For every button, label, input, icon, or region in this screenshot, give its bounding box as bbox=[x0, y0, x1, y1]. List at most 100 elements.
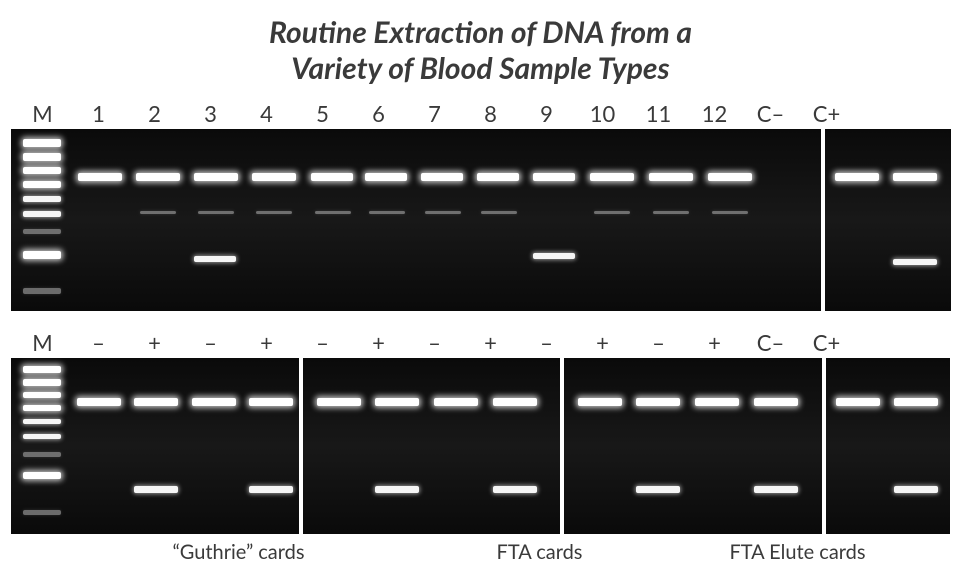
lane-label: + bbox=[127, 329, 183, 356]
lane-label: – bbox=[295, 329, 351, 356]
lane-label: + bbox=[239, 329, 295, 356]
gel-band bbox=[256, 211, 292, 214]
gel-band bbox=[23, 472, 61, 479]
gel-band bbox=[23, 379, 61, 386]
gel-band bbox=[140, 211, 176, 214]
gel-band bbox=[649, 173, 693, 181]
gel-band bbox=[198, 211, 234, 214]
gel-band bbox=[317, 398, 361, 406]
lane-label: 1 bbox=[71, 100, 127, 127]
gel-band bbox=[23, 392, 61, 398]
gel-band bbox=[493, 486, 537, 493]
figure-title: Routine Extraction of DNA from a Variety… bbox=[0, 0, 961, 86]
lane-label: C+ bbox=[799, 329, 855, 356]
gel-band bbox=[533, 173, 575, 181]
row2-segment-fta-elute bbox=[564, 358, 821, 534]
lane-label: – bbox=[631, 329, 687, 356]
row2-segment-guthrie bbox=[11, 358, 299, 534]
gel-band bbox=[311, 173, 353, 181]
lane-label: 2 bbox=[127, 100, 183, 127]
gel-band bbox=[836, 398, 880, 406]
gel-band bbox=[754, 398, 798, 406]
lane-label: 8 bbox=[463, 100, 519, 127]
group-labels: “Guthrie” cardsFTA cardsFTA Elute cards bbox=[11, 534, 951, 564]
gel-band bbox=[23, 229, 61, 234]
gel-band bbox=[477, 173, 519, 181]
lane-label: 5 bbox=[295, 100, 351, 127]
gel-band bbox=[835, 173, 879, 181]
gel-band bbox=[493, 398, 537, 406]
group-label: FTA cards bbox=[411, 540, 669, 564]
gel-band bbox=[23, 167, 61, 174]
lane-label: + bbox=[351, 329, 407, 356]
row2-segment-fta bbox=[303, 358, 560, 534]
group-label: FTA Elute cards bbox=[669, 540, 927, 564]
lane-label: 10 bbox=[575, 100, 631, 127]
gel-band bbox=[23, 288, 61, 294]
lane-label: C– bbox=[743, 329, 799, 356]
gel-band bbox=[23, 366, 61, 373]
lane-label: 3 bbox=[183, 100, 239, 127]
lane-label: 9 bbox=[519, 100, 575, 127]
gel-band bbox=[23, 452, 61, 457]
gel-band bbox=[894, 398, 938, 406]
lane-label: C+ bbox=[799, 100, 855, 127]
gel-band bbox=[893, 173, 937, 181]
gel-band bbox=[590, 173, 634, 181]
gel-band bbox=[134, 398, 178, 406]
lane-label: 11 bbox=[631, 100, 687, 127]
gel-band bbox=[594, 211, 630, 214]
gel-band bbox=[136, 173, 180, 181]
lane-label: – bbox=[519, 329, 575, 356]
gel-band bbox=[375, 486, 419, 493]
gel-band bbox=[194, 256, 236, 262]
gel-band bbox=[23, 181, 61, 188]
gel-band bbox=[636, 398, 680, 406]
lane-label: M bbox=[15, 100, 71, 127]
gel-band bbox=[23, 510, 61, 515]
gel-band bbox=[23, 211, 61, 217]
row1-segment-controls bbox=[825, 129, 951, 311]
gel-band bbox=[23, 153, 61, 161]
lane-label: – bbox=[407, 329, 463, 356]
lane-label: 4 bbox=[239, 100, 295, 127]
gel-band bbox=[23, 434, 61, 439]
gel-band bbox=[249, 486, 293, 493]
title-line-2: Variety of Blood Sample Types bbox=[0, 50, 961, 86]
lane-label: + bbox=[575, 329, 631, 356]
gel-band bbox=[653, 211, 689, 214]
gel-band bbox=[78, 173, 122, 181]
gel-band bbox=[23, 419, 61, 424]
row1-lane-labels: M123456789101112C–C+ bbox=[11, 100, 951, 127]
gel-band bbox=[375, 398, 419, 406]
gel-band bbox=[23, 139, 61, 147]
lane-label: C– bbox=[743, 100, 799, 127]
gel-band bbox=[134, 486, 178, 493]
row2-gel bbox=[11, 358, 951, 534]
gel-band bbox=[708, 173, 752, 181]
gel-band bbox=[533, 253, 575, 259]
gel-band bbox=[77, 398, 121, 406]
gel-area: M123456789101112C–C+ M–+–+–+–+–+–+C–C+ “… bbox=[11, 100, 951, 564]
gel-band bbox=[712, 211, 748, 214]
gel-band bbox=[695, 398, 739, 406]
gel-band bbox=[252, 173, 296, 181]
gel-band bbox=[421, 173, 463, 181]
gel-band bbox=[893, 259, 937, 265]
lane-label: M bbox=[15, 329, 71, 356]
group-label: “Guthrie” cards bbox=[67, 540, 411, 564]
gel-band bbox=[192, 398, 236, 406]
row1-gel bbox=[11, 129, 951, 311]
row1-segment-main bbox=[11, 129, 821, 311]
gel-band bbox=[578, 398, 622, 406]
lane-label: – bbox=[71, 329, 127, 356]
title-line-1: Routine Extraction of DNA from a bbox=[0, 14, 961, 50]
gel-band bbox=[365, 173, 407, 181]
row2-segment-controls bbox=[826, 358, 951, 534]
lane-label: – bbox=[183, 329, 239, 356]
gel-band bbox=[636, 486, 680, 493]
gel-band bbox=[315, 211, 351, 214]
lane-label: + bbox=[687, 329, 743, 356]
row2-lane-labels: M–+–+–+–+–+–+C–C+ bbox=[11, 329, 951, 356]
gel-band bbox=[23, 196, 61, 202]
